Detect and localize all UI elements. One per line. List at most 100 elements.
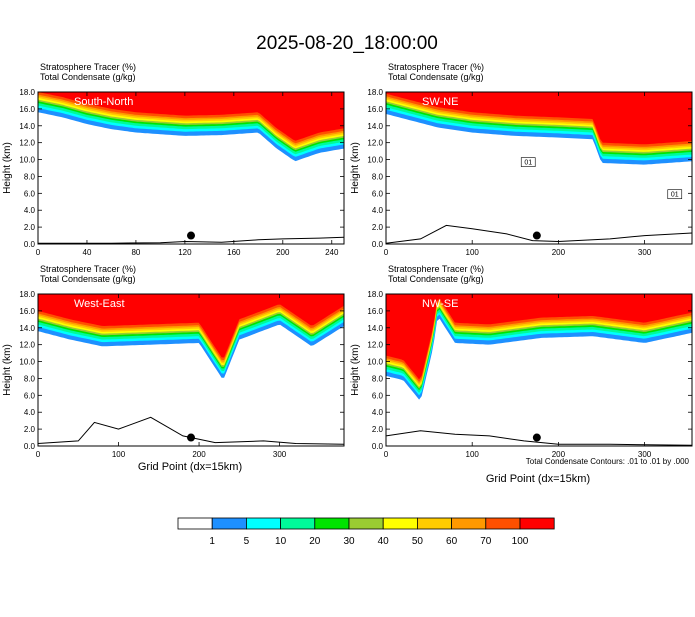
x-tick-label: 120 (178, 248, 192, 257)
figure-title: 2025-08-20_18:00:00 (256, 33, 438, 54)
contour-label-box (667, 189, 683, 200)
plot-frame (385, 91, 693, 245)
location-marker (532, 231, 541, 240)
y-tick-label: 12.0 (367, 341, 383, 350)
y-tick-label: 16.0 (367, 307, 383, 316)
tracer-band-100 (386, 294, 692, 380)
panel-subtitle-tracer: Stratosphere Tracer (%) (40, 264, 136, 274)
y-tick-label: 6.0 (24, 391, 36, 400)
x-tick-label: 200 (552, 248, 566, 257)
panel-subtitle-condensate: Total Condensate (g/kg) (388, 274, 484, 284)
x-tick-label: 240 (325, 248, 339, 257)
x-tick-label: 300 (638, 248, 652, 257)
colorbar-swatch (485, 517, 521, 530)
y-axis-label: Height (km) (350, 344, 361, 396)
y-tick-label: 10.0 (367, 358, 383, 367)
y-tick-label: 8.0 (24, 172, 36, 181)
x-tick-label: 300 (638, 450, 652, 459)
x-tick-label: 100 (466, 248, 480, 257)
x-tick-label: 200 (552, 450, 566, 459)
y-tick-label: 4.0 (372, 206, 384, 215)
plot-frame (37, 293, 345, 447)
panel-3: Stratosphere Tracer (%)Total Condensate … (350, 264, 693, 459)
y-tick-label: 4.0 (24, 408, 36, 417)
colorbar-swatch (314, 517, 350, 530)
x-tick-label: 200 (276, 248, 290, 257)
colorbar-label: 60 (446, 536, 458, 547)
panel-1: Stratosphere Tracer (%)Total Condensate … (350, 62, 693, 257)
y-tick-label: 10.0 (19, 156, 35, 165)
panel-subtitle-condensate: Total Condensate (g/kg) (388, 72, 484, 82)
panel-subtitle-tracer: Stratosphere Tracer (%) (40, 62, 136, 72)
location-marker (187, 231, 195, 240)
terrain-line (38, 236, 344, 244)
y-tick-label: 18.0 (367, 290, 383, 299)
x-tick-label: 80 (131, 248, 140, 257)
terrain-line (386, 430, 692, 446)
colorbar-label: 40 (378, 536, 390, 547)
y-tick-label: 6.0 (372, 391, 384, 400)
tracer-band-100 (386, 92, 692, 145)
colorbar-label: 30 (343, 536, 355, 547)
x-tick-label: 0 (36, 450, 41, 459)
y-tick-label: 8.0 (24, 374, 36, 383)
colorbar-swatch (519, 517, 555, 530)
y-tick-label: 0.0 (24, 442, 36, 451)
colorbar-label: 1 (209, 536, 215, 547)
location-marker (187, 433, 195, 442)
colorbar-swatch (280, 517, 316, 530)
panel-plot-area (38, 294, 344, 446)
y-tick-label: 8.0 (372, 374, 384, 383)
colorbar-label: 10 (275, 536, 287, 547)
colorbar-swatch (245, 517, 281, 530)
colorbar-swatch (416, 517, 452, 530)
colorbar-swatch (177, 517, 213, 530)
y-tick-label: 14.0 (367, 324, 383, 333)
contour-note: Total Condensate Contours: .01 to .01 by… (526, 457, 690, 466)
y-tick-label: 6.0 (372, 189, 384, 198)
y-tick-label: 6.0 (24, 189, 36, 198)
y-tick-label: 0.0 (372, 442, 384, 451)
xlabel-right: Grid Point (dx=15km) (486, 473, 590, 485)
y-tick-label: 18.0 (367, 88, 383, 97)
panel-subtitle-tracer: Stratosphere Tracer (%) (388, 264, 484, 274)
y-tick-label: 12.0 (19, 341, 35, 350)
y-tick-label: 10.0 (367, 156, 383, 165)
plot-frame (385, 293, 693, 447)
terrain-line (386, 224, 692, 244)
x-tick-label: 0 (384, 248, 389, 257)
contour-label: 01 (671, 192, 679, 199)
y-tick-label: 14.0 (367, 122, 383, 131)
panel-plot-area (38, 92, 344, 244)
y-tick-label: 18.0 (19, 290, 35, 299)
y-tick-label: 12.0 (19, 139, 35, 148)
colorbar-label: 100 (512, 536, 529, 547)
y-tick-label: 4.0 (24, 206, 36, 215)
x-tick-label: 160 (227, 248, 241, 257)
x-tick-label: 40 (83, 248, 92, 257)
colorbar: 1 5 10 20 30 40 50 60 70 100 (177, 517, 555, 547)
x-tick-label: 200 (192, 450, 206, 459)
y-tick-label: 18.0 (19, 88, 35, 97)
panel-subtitle-condensate: Total Condensate (g/kg) (40, 72, 136, 82)
y-axis-label: Height (km) (2, 344, 13, 396)
panel-2: Stratosphere Tracer (%)Total Condensate … (2, 264, 345, 459)
x-tick-label: 0 (36, 248, 41, 257)
colorbar-label: 5 (244, 536, 250, 547)
y-axis-label: Height (km) (2, 142, 13, 194)
y-tick-label: 2.0 (24, 223, 36, 232)
y-tick-label: 2.0 (372, 223, 384, 232)
panel-subtitle-condensate: Total Condensate (g/kg) (40, 274, 136, 284)
tracer-band-100 (38, 92, 344, 141)
panel-0: Stratosphere Tracer (%)Total Condensate … (2, 62, 345, 257)
y-tick-label: 2.0 (24, 425, 36, 434)
panel-plot-area (386, 92, 692, 244)
location-marker (532, 433, 541, 442)
y-tick-label: 14.0 (19, 324, 35, 333)
y-axis-label: Height (km) (350, 142, 361, 194)
colorbar-swatch (451, 517, 487, 530)
tracer-band-100 (38, 294, 344, 358)
panel-name-label: NW-SE (422, 298, 458, 310)
